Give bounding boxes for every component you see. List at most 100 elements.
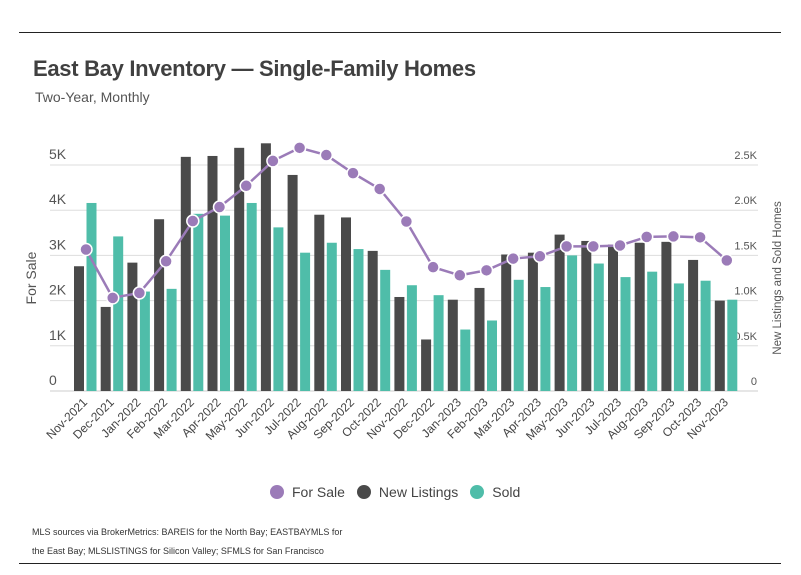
bar-new-listings	[527, 252, 538, 391]
bar-sold	[700, 280, 711, 391]
y2-tick-label: 2.5K	[734, 150, 757, 162]
bar-sold	[487, 320, 497, 391]
bar-sold	[246, 202, 257, 391]
for-sale-point	[372, 182, 387, 196]
bar-new-listings	[207, 155, 218, 391]
for-sale-point	[399, 214, 414, 229]
for-sale-point	[266, 154, 280, 168]
bar-sold	[647, 271, 658, 391]
y2-tick-label: 1.0K	[734, 286, 757, 298]
bar-new-listings	[287, 174, 298, 391]
bar-sold	[113, 236, 124, 391]
legend-item-for-sale: For Sale	[270, 484, 345, 500]
for-sale-point	[79, 242, 93, 257]
bar-sold	[540, 287, 551, 391]
bar-sold	[300, 252, 311, 391]
bar-new-listings	[180, 156, 191, 391]
y2-tick-label: 0	[751, 376, 757, 388]
y-axis-label: For Sale	[23, 251, 39, 304]
for-sale-point	[479, 263, 494, 278]
bar-sold	[513, 279, 524, 391]
bar-sold	[593, 263, 604, 391]
chart-title: East Bay Inventory — Single-Family Homes	[33, 56, 476, 81]
bar-new-listings	[127, 262, 138, 391]
y-tick-label: 1K	[49, 327, 67, 343]
bar-new-listings	[634, 242, 645, 391]
bar-new-listings	[234, 147, 245, 391]
bar-new-listings	[501, 254, 512, 391]
bar-sold	[433, 295, 444, 391]
bar-sold	[353, 249, 364, 391]
chart-subtitle: Two-Year, Monthly	[35, 89, 150, 105]
bar-new-listings	[554, 234, 565, 391]
legend-item-sold: Sold	[470, 484, 520, 500]
bar-sold	[220, 215, 230, 391]
y2-tick-label: 2.0K	[734, 195, 757, 207]
bar-new-listings	[714, 300, 725, 391]
bar-new-listings	[394, 296, 405, 391]
bar-new-listings	[314, 214, 325, 391]
bar-new-listings	[688, 259, 699, 391]
bar-new-listings	[100, 306, 111, 391]
legend-label: Sold	[492, 484, 521, 500]
y-tick-label: 0	[49, 372, 57, 388]
bar-sold	[86, 202, 97, 391]
for-sale-point	[613, 238, 627, 253]
bar-sold	[193, 213, 204, 391]
y2-axis-label: New Listings and Sold Homes	[772, 201, 784, 355]
y-tick-label: 5K	[49, 146, 67, 162]
for-sale-point	[132, 286, 147, 300]
bar-sold	[166, 288, 177, 391]
bar-sold	[460, 329, 471, 391]
for-sale-point	[666, 229, 681, 244]
bar-new-listings	[74, 266, 84, 391]
for-sale-point	[319, 148, 334, 162]
for-sale-point	[239, 179, 253, 193]
for-sale-point	[639, 230, 654, 244]
bar-new-listings	[341, 217, 351, 391]
bar-sold	[326, 242, 337, 391]
for-sale-point	[426, 260, 440, 274]
bar-sold	[273, 227, 284, 391]
legend: For Sale New Listings Sold	[270, 484, 524, 500]
for-sale-swatch-icon	[270, 485, 284, 499]
sold-swatch-icon	[470, 485, 485, 499]
for-sale-point	[346, 166, 360, 180]
for-sale-point	[105, 291, 120, 305]
bar-new-listings	[154, 219, 165, 391]
bottom-rule	[19, 563, 781, 564]
for-sale-point	[292, 141, 307, 155]
y2-tick-label: 0.5K	[734, 331, 757, 343]
for-sale-point	[159, 254, 173, 269]
bar-new-listings	[581, 240, 592, 391]
new-listings-swatch-icon	[356, 485, 371, 499]
bar-new-listings	[661, 241, 672, 391]
legend-label: New Listings	[378, 484, 459, 500]
bar-new-listings	[367, 250, 378, 391]
y2-tick-label: 1.5K	[734, 240, 757, 252]
legend-item-new-listings: New Listings	[356, 484, 459, 500]
footnote: MLS sources via BrokerMetrics: BAREIS fo…	[32, 527, 343, 556]
bar-new-listings	[474, 287, 485, 391]
for-sale-point	[586, 239, 601, 254]
bar-sold	[567, 255, 578, 391]
top-rule	[19, 32, 781, 33]
bar-sold	[139, 291, 150, 391]
for-sale-point	[559, 239, 574, 254]
for-sale-point	[186, 214, 200, 228]
for-sale-point	[693, 230, 707, 245]
bar-sold	[406, 285, 417, 391]
for-sale-point	[453, 268, 467, 283]
bar-new-listings	[608, 244, 618, 391]
bar-sold	[727, 299, 738, 391]
bar-sold	[673, 283, 684, 391]
bar-new-listings	[447, 299, 458, 391]
legend-label: For Sale	[292, 484, 345, 500]
y-tick-label: 4K	[49, 191, 67, 207]
for-sale-point	[506, 251, 520, 266]
bar-sold	[380, 269, 391, 391]
bar-sold	[620, 277, 631, 391]
y-tick-label: 3K	[49, 236, 67, 252]
bar-new-listings	[260, 143, 271, 391]
